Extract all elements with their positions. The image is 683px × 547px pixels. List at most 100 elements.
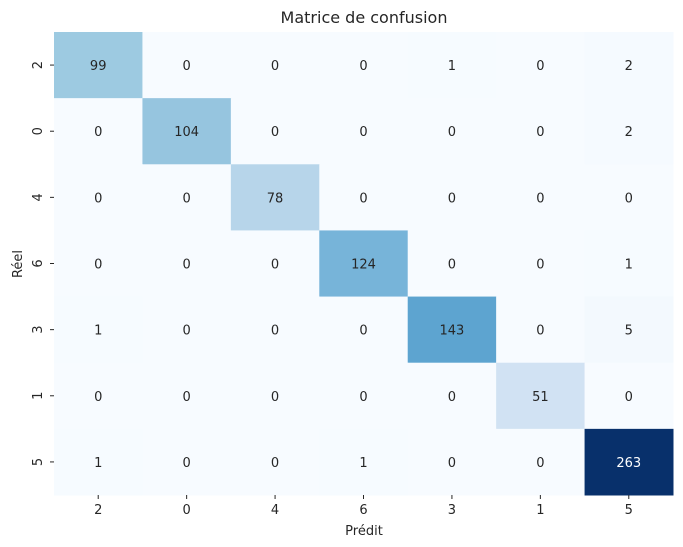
heatmap-cell-r0-c0 xyxy=(54,32,143,99)
cell-value-r2-c3: 0 xyxy=(359,191,367,206)
heatmap-cell-r0-c6 xyxy=(584,32,674,99)
heatmap-cell-r6-c0 xyxy=(54,428,143,496)
cell-value-r0-c5: 0 xyxy=(536,59,544,74)
cell-value-r3-c2: 0 xyxy=(271,258,279,273)
cell-value-r5-c6: 0 xyxy=(625,390,633,405)
cell-value-r4-c4: 143 xyxy=(440,324,465,339)
cell-value-r5-c3: 0 xyxy=(359,390,367,405)
cell-value-r0-c4: 1 xyxy=(448,59,456,74)
y-axis-label: Réel xyxy=(11,250,26,278)
cell-value-r4-c6: 5 xyxy=(625,324,633,339)
heatmap-cell-r4-c1 xyxy=(142,296,232,364)
heatmap-cell-r0-c2 xyxy=(230,32,320,99)
x-axis-label: Prédit xyxy=(345,524,383,539)
x-tick-label-1: 0 xyxy=(183,503,191,518)
heatmap-cell-r1-c6 xyxy=(584,98,674,165)
heatmap-cell-r4-c0 xyxy=(54,296,143,364)
heatmap-cell-r3-c5 xyxy=(496,230,586,298)
cell-value-r6-c4: 0 xyxy=(448,456,456,471)
cell-value-r1-c6: 2 xyxy=(625,125,633,140)
heatmap-cell-r6-c5 xyxy=(496,428,586,496)
heatmap-cell-r0-c3 xyxy=(319,32,409,99)
y-tick-label-1: 0 xyxy=(31,127,46,135)
heatmap-cell-r3-c6 xyxy=(584,230,674,298)
heatmap-cell-r2-c5 xyxy=(496,164,586,231)
heatmap-cell-r3-c3 xyxy=(319,230,409,298)
x-tick-label-0: 2 xyxy=(94,503,102,518)
cell-value-r2-c4: 0 xyxy=(448,191,456,206)
heatmap-cell-r0-c1 xyxy=(142,32,232,99)
cell-value-r5-c1: 0 xyxy=(182,390,190,405)
x-tick-label-5: 1 xyxy=(536,503,544,518)
heatmap-cell-r4-c5 xyxy=(496,296,586,364)
cell-value-r3-c0: 0 xyxy=(94,258,102,273)
x-tick-label-3: 6 xyxy=(359,503,367,518)
cell-value-r1-c4: 0 xyxy=(448,125,456,140)
heatmap-cell-r6-c4 xyxy=(407,428,497,496)
heatmap-cell-r5-c0 xyxy=(54,362,143,430)
heatmap-cell-r0-c5 xyxy=(496,32,586,99)
y-tick-label-5: 1 xyxy=(31,392,46,400)
x-tick-label-6: 5 xyxy=(625,503,633,518)
heatmap-cell-r1-c5 xyxy=(496,98,586,165)
cell-value-r2-c5: 0 xyxy=(536,191,544,206)
heatmap-cell-r0-c4 xyxy=(407,32,497,99)
cell-value-r3-c3: 124 xyxy=(351,258,376,273)
cell-value-r5-c4: 0 xyxy=(448,390,456,405)
y-tick-label-0: 2 xyxy=(31,61,46,69)
heatmap-cell-r4-c4 xyxy=(407,296,497,364)
cell-value-r0-c1: 0 xyxy=(182,59,190,74)
cell-value-r1-c1: 104 xyxy=(174,125,199,140)
chart-title: Matrice de confusion xyxy=(281,8,448,27)
heatmap-cell-r1-c3 xyxy=(319,98,409,165)
x-axis-ticks: 2 0 4 6 3 1 5 xyxy=(94,495,633,518)
heatmap-cell-r1-c1 xyxy=(142,98,232,165)
y-tick-label-3: 6 xyxy=(31,259,46,267)
heatmap-cell-r6-c3 xyxy=(319,428,409,496)
heatmap-cell-r4-c6 xyxy=(584,296,674,364)
cell-value-r4-c5: 0 xyxy=(536,324,544,339)
cell-value-r1-c5: 0 xyxy=(536,125,544,140)
heatmap-cell-r2-c2 xyxy=(230,164,320,231)
heatmap-cells: 99 0 0 0 1 0 2 0 104 0 0 0 0 2 0 0 78 0 0 0 0 0 0 0 124 0 0 1 1 0 0 0 14… xyxy=(54,32,674,496)
heatmap-cell-r3-c0 xyxy=(54,230,143,298)
heatmap-cell-r5-c2 xyxy=(230,362,320,430)
heatmap-cell-r3-c1 xyxy=(142,230,232,298)
heatmap-cell-r2-c0 xyxy=(54,164,143,231)
heatmap-cell-r1-c4 xyxy=(407,98,497,165)
heatmap-cell-r1-c0 xyxy=(54,98,143,165)
y-tick-label-2: 4 xyxy=(31,193,46,201)
cell-value-r1-c0: 0 xyxy=(94,125,102,140)
y-tick-label-6: 5 xyxy=(31,458,46,466)
y-axis-ticks: 2 0 4 6 3 1 5 xyxy=(31,61,54,466)
heatmap-cell-r6-c1 xyxy=(142,428,232,496)
heatmap-cell-r5-c5 xyxy=(496,362,586,430)
cell-value-r0-c0: 99 xyxy=(90,59,107,74)
cell-value-r0-c2: 0 xyxy=(271,59,279,74)
cell-value-r4-c2: 0 xyxy=(271,324,279,339)
cell-value-r2-c6: 0 xyxy=(625,191,633,206)
heatmap-cell-r2-c6 xyxy=(584,164,674,231)
cell-value-r6-c1: 0 xyxy=(182,456,190,471)
cell-value-r4-c1: 0 xyxy=(182,324,190,339)
heatmap-cell-r6-c6 xyxy=(584,428,674,496)
heatmap-cell-r5-c4 xyxy=(407,362,497,430)
cell-value-r0-c3: 0 xyxy=(359,59,367,74)
heatmap-cell-r3-c2 xyxy=(230,230,320,298)
heatmap-cell-r5-c1 xyxy=(142,362,232,430)
cell-value-r6-c5: 0 xyxy=(536,456,544,471)
heatmap-cell-r2-c4 xyxy=(407,164,497,231)
cell-value-r1-c3: 0 xyxy=(359,125,367,140)
heatmap-cell-r6-c2 xyxy=(230,428,320,496)
heatmap-cell-r5-c3 xyxy=(319,362,409,430)
cell-value-r6-c2: 0 xyxy=(271,456,279,471)
cell-value-r4-c3: 0 xyxy=(359,324,367,339)
cell-value-r3-c5: 0 xyxy=(536,258,544,273)
cell-value-r2-c1: 0 xyxy=(182,191,190,206)
cell-value-r5-c0: 0 xyxy=(94,390,102,405)
heatmap-cell-r1-c2 xyxy=(230,98,320,165)
cell-value-r4-c0: 1 xyxy=(94,324,102,339)
heatmap-cell-r2-c1 xyxy=(142,164,232,231)
cell-value-r6-c6: 263 xyxy=(616,456,641,471)
y-tick-label-4: 3 xyxy=(31,326,46,334)
